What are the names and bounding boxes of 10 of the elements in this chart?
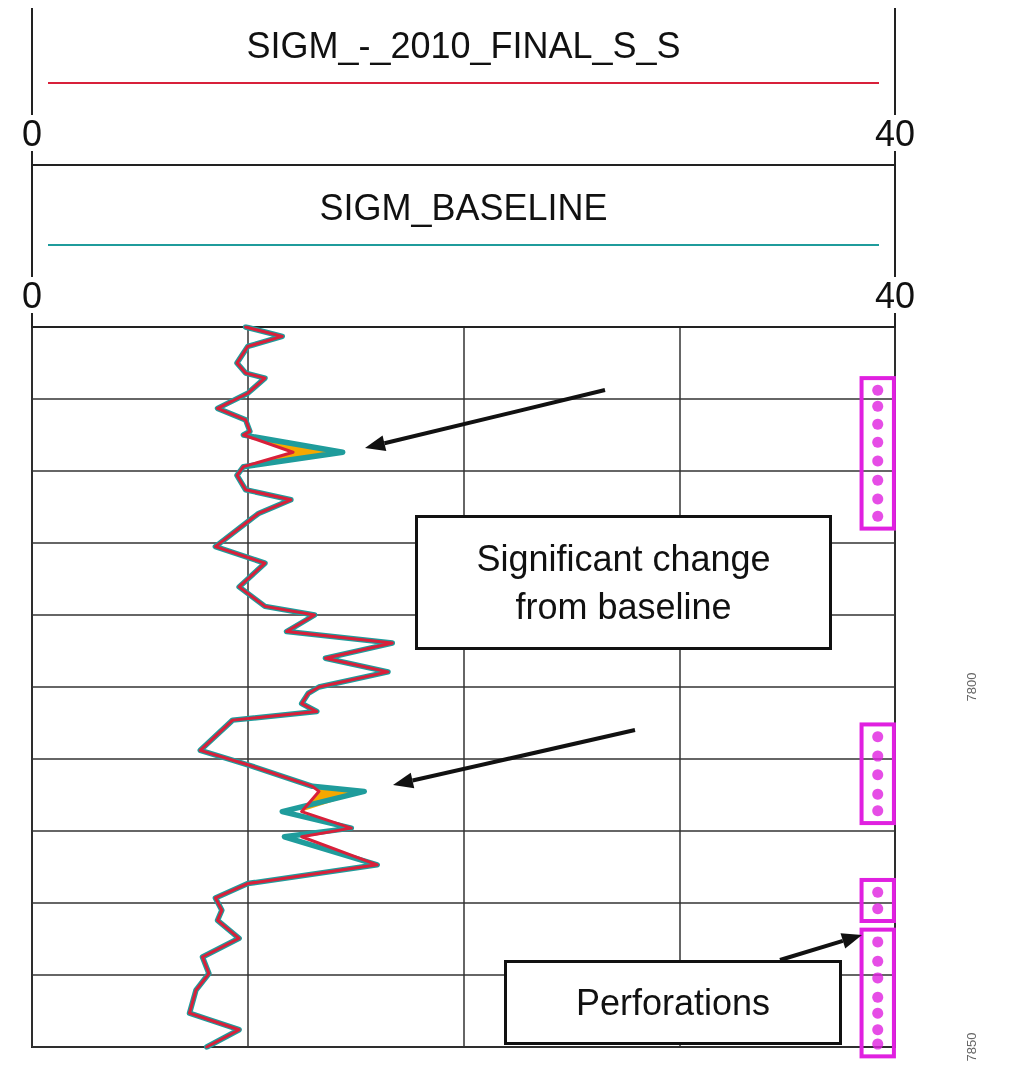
x2-tick-label: 40: [874, 112, 916, 154]
y-tick-label: 7850: [964, 1032, 979, 1062]
callout-box: Significant change from baseline: [415, 515, 832, 650]
x2-tick-label: 0: [21, 112, 43, 154]
callout-box: Perforations: [504, 960, 842, 1045]
y-tick-label: 7800: [964, 672, 979, 702]
annotation: Significant change from baseline: [475, 536, 772, 629]
annotation: Perforations: [575, 980, 771, 1025]
text: SIGM_BASELINE: [319, 186, 608, 228]
text: SIGM_-_2010_FINAL_S_S: [246, 24, 681, 66]
